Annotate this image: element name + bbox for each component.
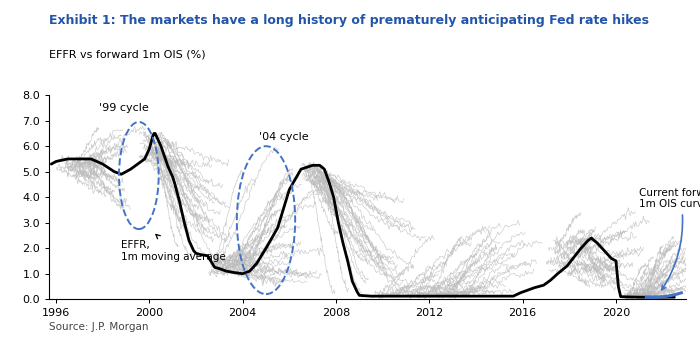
Text: '99 cycle: '99 cycle — [99, 103, 149, 113]
Text: '04 cycle: '04 cycle — [259, 132, 309, 142]
Text: EFFR,
1m moving average: EFFR, 1m moving average — [121, 235, 226, 262]
Text: Exhibit 1: The markets have a long history of prematurely anticipating Fed rate : Exhibit 1: The markets have a long histo… — [49, 14, 649, 27]
Text: EFFR vs forward 1m OIS (%): EFFR vs forward 1m OIS (%) — [49, 49, 206, 59]
Text: Source: J.P. Morgan: Source: J.P. Morgan — [49, 322, 148, 332]
Text: Current forward
1m OIS curve: Current forward 1m OIS curve — [639, 188, 700, 290]
